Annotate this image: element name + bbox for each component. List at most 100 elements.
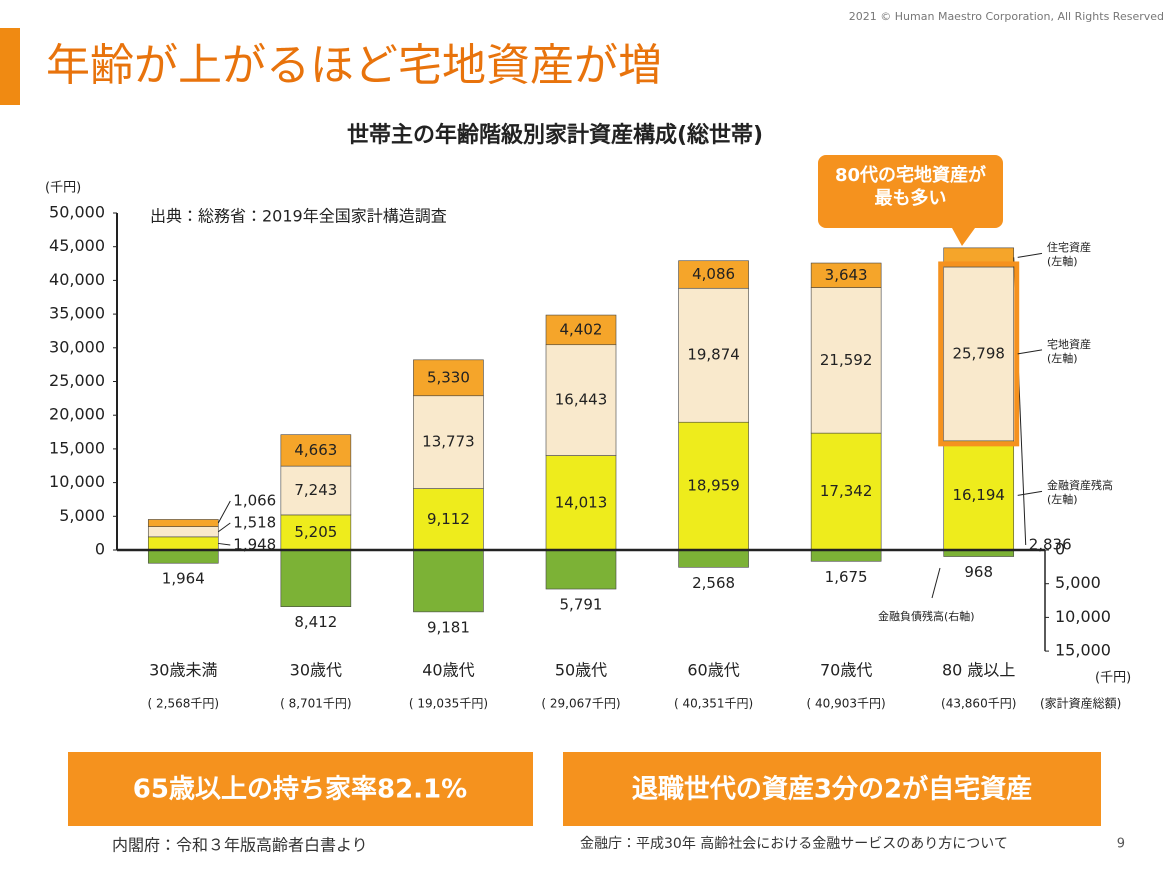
- bar-segment: [810, 432, 882, 551]
- bar-segment: [810, 549, 882, 562]
- bar-segment: [147, 519, 219, 527]
- box-right: [563, 752, 1101, 826]
- value-label: 5,205: [294, 523, 337, 541]
- y-tick-label: 5,000: [59, 506, 105, 525]
- x-tick-label: 70歳代: [820, 661, 872, 680]
- legend-entry: 金融負債残高(右軸): [878, 610, 975, 623]
- y-tick-label: 30,000: [49, 337, 105, 356]
- copyright: 2021 © Human Maestro Corporation, All Ri…: [849, 10, 1164, 23]
- bar-segment: [280, 465, 352, 516]
- bar-segment: [943, 266, 1015, 442]
- box-text: 65歳以上の持ち家率82.1%: [133, 775, 467, 805]
- legend-arrow: [1017, 252, 1043, 258]
- legend-arrow: [1017, 349, 1043, 355]
- value-label: 5,791: [560, 596, 603, 614]
- bar-segment: [545, 314, 617, 346]
- bar-segment: [147, 526, 219, 538]
- y-tick-label: 50,000: [49, 203, 105, 222]
- y-tick-label: 25,000: [49, 371, 105, 390]
- footer-source: 内閣府：令和３年版高齢者白書より: [112, 836, 368, 855]
- category-note: ( 40,351千円): [674, 697, 753, 711]
- y-tick-label: 15,000: [49, 438, 105, 457]
- leader-line: [217, 500, 231, 524]
- category-note: ( 2,568千円): [148, 697, 220, 711]
- y-unit: (千円): [45, 181, 81, 196]
- value-label: 16,194: [952, 486, 1005, 504]
- y-tick-label: 45,000: [49, 236, 105, 255]
- value-label: 2,568: [692, 574, 735, 592]
- bar-segment: [810, 262, 882, 288]
- category-notes-label: (家計資産総額): [1040, 696, 1121, 711]
- value-label: 21,592: [820, 351, 873, 369]
- x-tick-label: 30歳代: [290, 661, 342, 680]
- bar-segment: [413, 395, 484, 489]
- bar-segment: [943, 440, 1015, 551]
- x-tick-label: 80 歳以上: [942, 661, 1015, 680]
- bar-segment: [678, 260, 749, 289]
- value-label: 18,959: [687, 477, 740, 495]
- legend-entry: 住宅資産 (左軸): [1047, 241, 1091, 269]
- y-tick-label: 20,000: [49, 405, 105, 424]
- value-label: 1,675: [825, 568, 868, 586]
- y2-tick-label: 0: [1055, 540, 1065, 559]
- y2-unit: (千円): [1095, 671, 1131, 686]
- value-label: 968: [964, 563, 993, 581]
- bar-segment: [280, 434, 352, 467]
- bar-segment: [545, 344, 617, 456]
- category-note: ( 8,701千円): [280, 697, 352, 711]
- value-label: 8,412: [294, 613, 337, 631]
- legend-entry: 宅地資産 (左軸): [1047, 337, 1091, 365]
- y-tick-label: 10,000: [49, 472, 105, 491]
- x-tick-label: 50歳代: [555, 661, 607, 680]
- value-label: 17,342: [820, 482, 873, 500]
- bar-segment: [678, 287, 749, 423]
- value-label: 3,643: [825, 266, 868, 284]
- value-label: 1,518: [233, 514, 276, 532]
- value-label: 1,066: [233, 492, 276, 510]
- value-label: 4,663: [294, 441, 337, 459]
- value-label: 7,243: [294, 481, 337, 499]
- value-label: 1,964: [162, 570, 205, 588]
- header-accent: [0, 28, 20, 105]
- category-note: ( 19,035千円): [409, 697, 488, 711]
- bar-segment: [678, 421, 749, 551]
- leader-line: [218, 542, 231, 546]
- page-number: 9: [1117, 837, 1125, 852]
- highlight: [938, 261, 1020, 447]
- x-tick-label: 30歳未満: [149, 661, 217, 680]
- legend-arrow: [1017, 490, 1043, 496]
- footer-source: 金融庁：平成30年 高齢社会における金融サービスのあり方について: [580, 835, 1008, 852]
- value-label: 4,402: [560, 320, 603, 338]
- y2-tick-label: 15,000: [1055, 641, 1111, 660]
- chart-source: 出典：総務省：2019年全国家計構造調査: [150, 207, 447, 226]
- category-note: (43,860千円): [941, 697, 1016, 711]
- y2-tick-label: 10,000: [1055, 607, 1111, 626]
- annotation: 80代の宅地資産が 最も多い: [834, 165, 987, 209]
- value-label: 25,798: [952, 344, 1005, 362]
- bar-segment: [545, 549, 617, 590]
- legend-arrow: [931, 567, 941, 599]
- value-label: 14,013: [555, 493, 608, 511]
- value-label: 5,330: [427, 368, 470, 386]
- slide-title: 年齢が上がるほど宅地資産が増: [46, 40, 662, 91]
- y2-tick-label: 5,000: [1055, 573, 1101, 592]
- category-note: ( 29,067千円): [541, 697, 620, 711]
- category-note: ( 40,903千円): [807, 697, 886, 711]
- x-tick-label: 60歳代: [687, 661, 739, 680]
- x-tick-label: 40歳代: [422, 661, 474, 680]
- leader-line: [217, 522, 231, 533]
- box-text: 退職世代の資産3分の2が自宅資産: [632, 774, 1032, 805]
- chart-title: 世帯主の年齢階級別家計資産構成(総世帯): [347, 122, 763, 148]
- bar-segment: [413, 359, 484, 397]
- value-label: 19,874: [687, 346, 740, 364]
- value-label: 9,112: [427, 510, 470, 528]
- bar-segment: [810, 287, 882, 434]
- bar-segment: [678, 549, 749, 568]
- bar-segment: [147, 549, 219, 564]
- bar-segment: [413, 488, 484, 551]
- bar-segment: [413, 549, 484, 613]
- value-label: 9,181: [427, 618, 470, 636]
- legend-entry: 金融資産残高 (左軸): [1047, 479, 1113, 507]
